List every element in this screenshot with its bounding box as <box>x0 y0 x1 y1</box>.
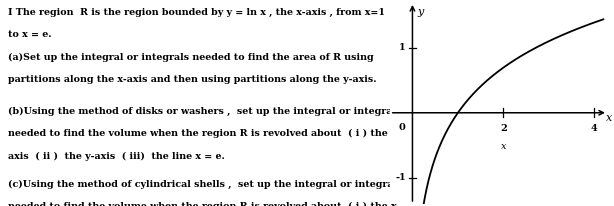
Text: -1: -1 <box>395 173 406 182</box>
Text: 1: 1 <box>399 43 406 52</box>
Text: x: x <box>605 113 612 123</box>
Text: x: x <box>500 142 506 151</box>
Text: axis  ( ii )  the y-axis  ( iii)  the line x = e.: axis ( ii ) the y-axis ( iii) the line x… <box>8 151 225 160</box>
Text: 4: 4 <box>591 124 597 133</box>
Text: needed to find the volume when the region R is revolved about  ( i ) the x-: needed to find the volume when the regio… <box>8 202 400 206</box>
Text: (a)Set up the integral or integrals needed to find the area of R using: (a)Set up the integral or integrals need… <box>8 53 374 62</box>
Text: 2: 2 <box>500 124 507 133</box>
Text: y: y <box>417 7 423 17</box>
Text: (b)Using the method of disks or washers ,  set up the integral or integrals: (b)Using the method of disks or washers … <box>8 107 402 116</box>
Text: needed to find the volume when the region R is revolved about  ( i ) the x-: needed to find the volume when the regio… <box>8 129 400 138</box>
Text: I The region  R is the region bounded by y = ln x , the x-axis , from x=1: I The region R is the region bounded by … <box>8 8 385 17</box>
Text: (c)Using the method of cylindrical shells ,  set up the integral or integrals: (c)Using the method of cylindrical shell… <box>8 180 403 189</box>
Text: to x = e.: to x = e. <box>8 30 52 39</box>
Text: 0: 0 <box>398 123 406 132</box>
Text: partitions along the x-axis and then using partitions along the y-axis.: partitions along the x-axis and then usi… <box>8 75 376 84</box>
